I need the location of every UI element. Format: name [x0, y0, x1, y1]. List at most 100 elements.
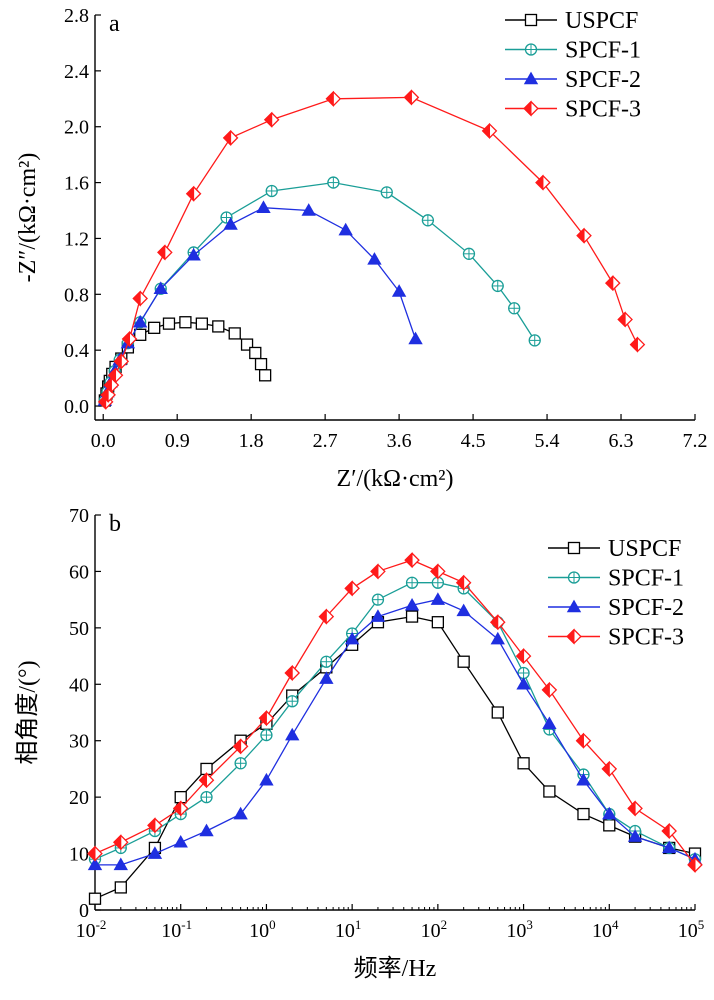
- legend-marker: [524, 13, 538, 27]
- y-tick-label: 10: [69, 844, 89, 866]
- data-point: [535, 174, 551, 191]
- data-point: [455, 574, 472, 591]
- legend: USPCF SPCF-1 SPCF-2 SPCF-3: [548, 536, 684, 651]
- legend-label: SPCF-3: [608, 625, 684, 651]
- panel-a-nyquist-plot: 0.0 0.4 0.8 1.2 1.6 2.0 2.4 2.8 0.0 0.9 1.8 2.7 3.6 4…: [15, 5, 708, 492]
- data-point: [87, 857, 103, 871]
- data-point: [285, 727, 300, 741]
- data-point: [258, 369, 272, 382]
- legend-marker: [523, 100, 539, 117]
- data-point: [403, 89, 420, 106]
- data-point: [185, 185, 202, 202]
- data-point: [662, 840, 677, 854]
- data-point: [254, 357, 268, 371]
- data-point: [457, 655, 470, 668]
- data-point: [320, 655, 333, 668]
- series-line: [94, 582, 696, 860]
- legend-marker: [523, 71, 539, 85]
- data-point: [370, 563, 386, 580]
- legend-label: SPCF-1: [565, 38, 641, 64]
- x-tick-label: 105: [678, 917, 705, 942]
- data-point: [391, 284, 407, 297]
- x-tick-label: 104: [592, 917, 619, 942]
- y-tick-label: 60: [69, 561, 89, 583]
- legend-marker: [566, 628, 582, 645]
- data-point: [232, 738, 249, 755]
- data-point: [481, 122, 498, 139]
- data-point: [258, 710, 275, 727]
- data-point: [186, 247, 201, 261]
- data-point: [542, 716, 557, 730]
- data-point: [301, 203, 316, 216]
- data-point: [541, 681, 558, 699]
- data-point: [516, 676, 531, 690]
- panel-b-bode-plot: 0 10 20 30 40 50 60 70 10-2 10-1 100 101 102 103 104 10…: [14, 505, 704, 982]
- data-point: [147, 817, 163, 834]
- x-tick-label: 101: [335, 917, 362, 942]
- data-point: [88, 892, 102, 905]
- data-point: [260, 728, 273, 742]
- y-axis-label: 相角度/(°): [14, 660, 41, 764]
- data-point: [627, 829, 643, 842]
- y-tick-label: 40: [69, 674, 89, 696]
- data-point: [319, 671, 334, 684]
- y-tick-label: 1.2: [64, 228, 89, 250]
- legend-label: SPCF-1: [608, 566, 684, 592]
- data-point: [147, 846, 163, 859]
- data-point: [233, 806, 248, 820]
- x-axis-label: Z′/(kΩ·cm²): [337, 466, 454, 492]
- data-point: [404, 552, 420, 569]
- data-point: [212, 320, 225, 333]
- data-point: [153, 281, 168, 294]
- data-point: [489, 614, 506, 631]
- data-point: [222, 129, 239, 146]
- series-line: [94, 615, 696, 900]
- data-point: [121, 330, 138, 348]
- data-point: [617, 311, 633, 328]
- data-point: [265, 184, 278, 198]
- x-tick-label: 5.4: [535, 430, 560, 452]
- data-point: [259, 772, 274, 786]
- data-point: [405, 610, 419, 623]
- series-USPCF: [88, 610, 702, 905]
- x-tick-label: 102: [421, 917, 448, 942]
- data-point: [577, 807, 590, 821]
- data-point: [133, 314, 148, 328]
- data-point: [148, 321, 161, 334]
- data-point: [601, 760, 618, 778]
- data-point: [325, 90, 342, 107]
- x-tick-label: 103: [506, 917, 533, 942]
- series-line: [95, 598, 696, 866]
- data-point: [107, 367, 124, 384]
- data-point: [490, 631, 505, 645]
- data-point: [456, 603, 471, 617]
- data-point: [430, 592, 446, 605]
- data-point: [234, 757, 247, 770]
- legend-label: USPCF: [608, 536, 681, 562]
- legend-label: SPCF-2: [608, 595, 684, 621]
- y-tick-label: 50: [69, 618, 89, 640]
- data-point: [228, 327, 241, 340]
- x-tick-label: 10-2: [76, 917, 107, 942]
- x-tick-label: 1.8: [239, 430, 264, 452]
- data-point: [661, 822, 677, 840]
- data-point: [318, 608, 335, 625]
- data-point: [491, 279, 504, 293]
- data-point: [284, 664, 301, 682]
- legend-label: USPCF: [565, 8, 638, 34]
- data-point: [256, 200, 271, 213]
- x-tick-label: 6.3: [609, 430, 634, 452]
- data-point: [629, 336, 646, 353]
- data-point: [114, 881, 127, 894]
- x-tick-label: 4.5: [461, 430, 486, 452]
- data-point: [576, 227, 592, 244]
- panel-letter: b: [109, 511, 121, 537]
- data-point: [380, 186, 393, 199]
- x-tick-label: 10-1: [161, 917, 192, 942]
- data-point: [528, 334, 541, 347]
- series-line: [104, 181, 536, 401]
- data-point: [627, 800, 643, 817]
- data-point: [198, 772, 215, 789]
- data-point: [344, 580, 360, 597]
